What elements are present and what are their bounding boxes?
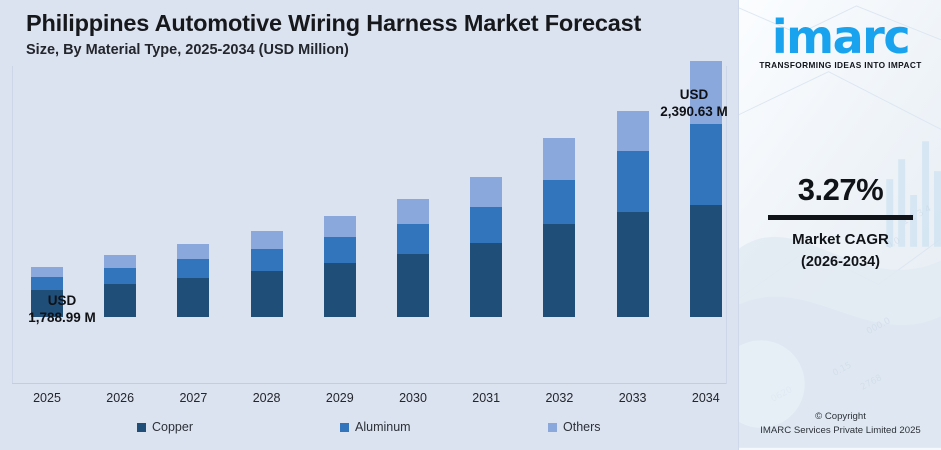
x-tick-2025: 2025 — [33, 391, 61, 405]
bar-segment-copper-2031[interactable] — [470, 243, 503, 317]
x-tick-2033: 2033 — [618, 391, 647, 405]
cagr-value: 3.27% — [797, 172, 884, 207]
bar-group-2033[interactable] — [616, 111, 649, 317]
bar-segment-others-2029[interactable] — [323, 216, 356, 237]
callout-first-line1: USD — [47, 293, 77, 308]
bar-group-2025[interactable] — [31, 267, 63, 317]
bar-segment-aluminum-2026[interactable] — [104, 268, 137, 284]
x-tick-2029: 2029 — [325, 391, 354, 405]
bar-group-2029[interactable] — [323, 216, 356, 317]
legend-item-aluminum[interactable]: Aluminum — [340, 420, 411, 434]
x-axis-line — [12, 383, 726, 384]
bar-group-2030[interactable] — [397, 199, 429, 317]
legend-label-aluminum: Aluminum — [355, 420, 411, 434]
bar-segment-aluminum-2034[interactable] — [689, 124, 722, 205]
bar-group-2028[interactable] — [250, 231, 283, 317]
bar-segment-others-2033[interactable] — [616, 111, 649, 151]
bar-group-2032[interactable] — [543, 138, 576, 317]
bar-segment-copper-2027[interactable] — [177, 278, 210, 317]
bar-segment-aluminum-2025[interactable] — [31, 277, 63, 290]
bar-segment-aluminum-2033[interactable] — [616, 151, 649, 212]
bar-segment-others-2030[interactable] — [397, 199, 429, 224]
legend-label-others: Others — [563, 420, 601, 434]
legend-item-copper[interactable]: Copper — [137, 420, 193, 434]
copyright-block: © Copyright IMARC Services Private Limit… — [739, 410, 941, 438]
bar-segment-others-2027[interactable] — [177, 244, 210, 259]
bar-stack — [31, 267, 63, 317]
callout-first-value: USD 1,788.99 M — [2, 292, 122, 326]
legend-swatch-copper — [137, 422, 146, 432]
bar-segment-copper-2028[interactable] — [250, 271, 283, 317]
bar-group-2034[interactable] — [689, 61, 722, 317]
bar-segment-aluminum-2031[interactable] — [470, 207, 503, 243]
bar-stack — [689, 61, 722, 317]
legend-item-others[interactable]: Others — [548, 420, 601, 434]
bar-stack — [250, 231, 283, 317]
bar-segment-copper-2025[interactable] — [31, 290, 63, 317]
bar-segment-aluminum-2029[interactable] — [323, 237, 356, 263]
x-tick-2026: 2026 — [106, 391, 135, 405]
copyright-line-2: IMARC Services Private Limited 2025 — [760, 425, 921, 436]
bar-segment-aluminum-2032[interactable] — [543, 180, 576, 224]
bar-stack — [543, 138, 576, 317]
axis-right-rule — [726, 66, 727, 384]
bar-stack — [323, 216, 356, 317]
x-tick-2027: 2027 — [179, 391, 208, 405]
brand-panel: 0.15 2768 0620 0.0 1 2 3 4 000.0 imarc T… — [738, 0, 941, 450]
bar-group-2027[interactable] — [177, 244, 210, 317]
callout-last-line1: USD — [679, 87, 709, 102]
x-tick-2034: 2034 — [691, 391, 720, 405]
bar-segment-copper-2030[interactable] — [397, 254, 429, 317]
bar-segment-copper-2026[interactable] — [104, 284, 137, 317]
cagr-block: 3.27% Market CAGR (2026-2034) — [739, 172, 941, 273]
callout-last-value: USD 2,390.63 M — [634, 86, 754, 120]
bar-segment-others-2025[interactable] — [31, 267, 63, 277]
chart-header: Philippines Automotive Wiring Harness Ma… — [26, 8, 726, 61]
bar-segment-aluminum-2027[interactable] — [177, 259, 210, 278]
bar-stack — [470, 177, 503, 317]
bar-group-2031[interactable] — [470, 177, 503, 317]
bar-stack — [104, 255, 137, 317]
bar-stack — [616, 111, 649, 317]
cagr-divider — [768, 215, 913, 220]
bar-segment-copper-2033[interactable] — [616, 212, 649, 317]
bar-segment-others-2026[interactable] — [104, 255, 137, 268]
bar-segment-aluminum-2030[interactable] — [397, 224, 429, 254]
bar-segment-others-2028[interactable] — [250, 231, 283, 249]
bar-segment-others-2032[interactable] — [543, 138, 576, 180]
imarc-wordmark: imarc — [771, 10, 911, 64]
brand-logo: imarc TRANSFORMING IDEAS INTO IMPACT — [739, 12, 941, 70]
bar-segment-copper-2034[interactable] — [689, 205, 722, 317]
axis-left-rule — [12, 66, 13, 384]
copyright-line-1: © Copyright — [815, 411, 866, 422]
cagr-period: (2026-2034) — [801, 254, 880, 270]
bar-segment-aluminum-2028[interactable] — [250, 249, 283, 271]
plot-area: USD 1,788.99 M USD 2,390.63 M 2025 2026 20… — [2, 61, 728, 405]
callout-first-line2: 1,788.99 M — [28, 310, 96, 325]
chart-legend: Copper Aluminum Others — [0, 420, 738, 444]
bar-stack — [397, 199, 429, 317]
callout-last-line2: 2,390.63 M — [660, 104, 728, 119]
x-tick-2030: 2030 — [399, 391, 427, 405]
chart-subtitle: Size, By Material Type, 2025-2034 (USD M… — [26, 42, 349, 58]
cagr-label: Market CAGR — [792, 231, 889, 248]
legend-label-copper: Copper — [152, 420, 193, 434]
bar-segment-others-2034[interactable] — [689, 61, 722, 124]
bar-segment-copper-2032[interactable] — [543, 224, 576, 317]
x-tick-2032: 2032 — [545, 391, 574, 405]
legend-swatch-others — [548, 422, 557, 432]
brand-background-graphic: 0.15 2768 0620 0.0 1 2 3 4 000.0 — [739, 0, 941, 448]
page-title: Philippines Automotive Wiring Harness Ma… — [26, 10, 642, 36]
bar-stack — [177, 244, 210, 317]
chart-panel: Philippines Automotive Wiring Harness Ma… — [0, 8, 738, 444]
brand-tagline: TRANSFORMING IDEAS INTO IMPACT — [759, 60, 922, 70]
x-tick-2028: 2028 — [252, 391, 281, 405]
bar-group-2026[interactable] — [104, 255, 137, 317]
legend-swatch-aluminum — [340, 422, 349, 432]
bar-segment-others-2031[interactable] — [470, 177, 503, 207]
bar-segment-copper-2029[interactable] — [323, 263, 356, 317]
x-tick-2031: 2031 — [472, 391, 501, 405]
